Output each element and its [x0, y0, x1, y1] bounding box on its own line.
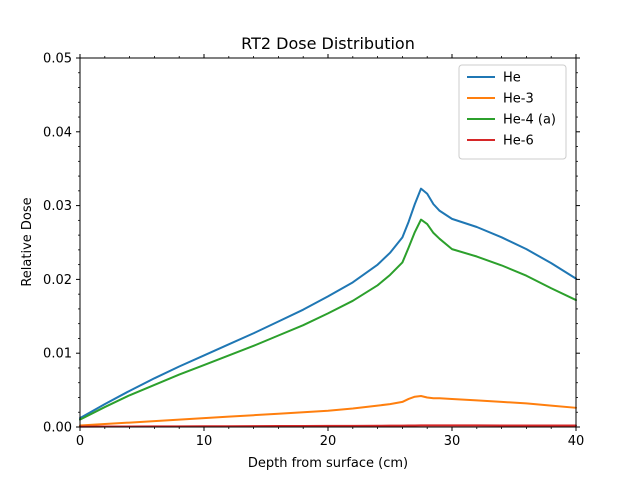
- y-tick-label: 0.05: [43, 52, 72, 67]
- x-tick-label: 10: [196, 434, 213, 449]
- legend-label: He-4 (a): [503, 113, 556, 128]
- y-tick-label: 0.04: [43, 125, 72, 140]
- legend-label: He: [503, 71, 521, 86]
- series-line-4: [79, 424, 577, 428]
- series-line-2: [79, 395, 577, 427]
- y-tick-label: 0.00: [43, 421, 72, 436]
- chart-title: RT2 Dose Distribution: [241, 34, 415, 53]
- plot-layer: 0 10 20 30 40 0.00 0.01 0.02 0.03 0.04 0.05: [43, 52, 584, 450]
- x-tick-label: 40: [568, 434, 585, 449]
- series-line-1: [79, 187, 577, 420]
- x-tick-label: 0: [76, 434, 84, 449]
- plot-frame: [79, 57, 577, 428]
- y-axis-label: Relative Dose: [20, 197, 35, 286]
- legend-label: He-3: [503, 92, 534, 107]
- series-line-3: [79, 218, 577, 421]
- x-tick-label: 20: [320, 434, 337, 449]
- legend-label: He-6: [503, 134, 534, 149]
- y-tick-label: 0.01: [43, 347, 72, 362]
- legend-box: [458, 64, 567, 160]
- x-tick-label: 30: [444, 434, 461, 449]
- y-tick-label: 0.02: [43, 273, 72, 288]
- x-axis-label: Depth from surface (cm): [248, 456, 408, 471]
- legend: He He-3 He-4 (a) He-6: [458, 64, 567, 160]
- y-tick-label: 0.03: [43, 199, 72, 214]
